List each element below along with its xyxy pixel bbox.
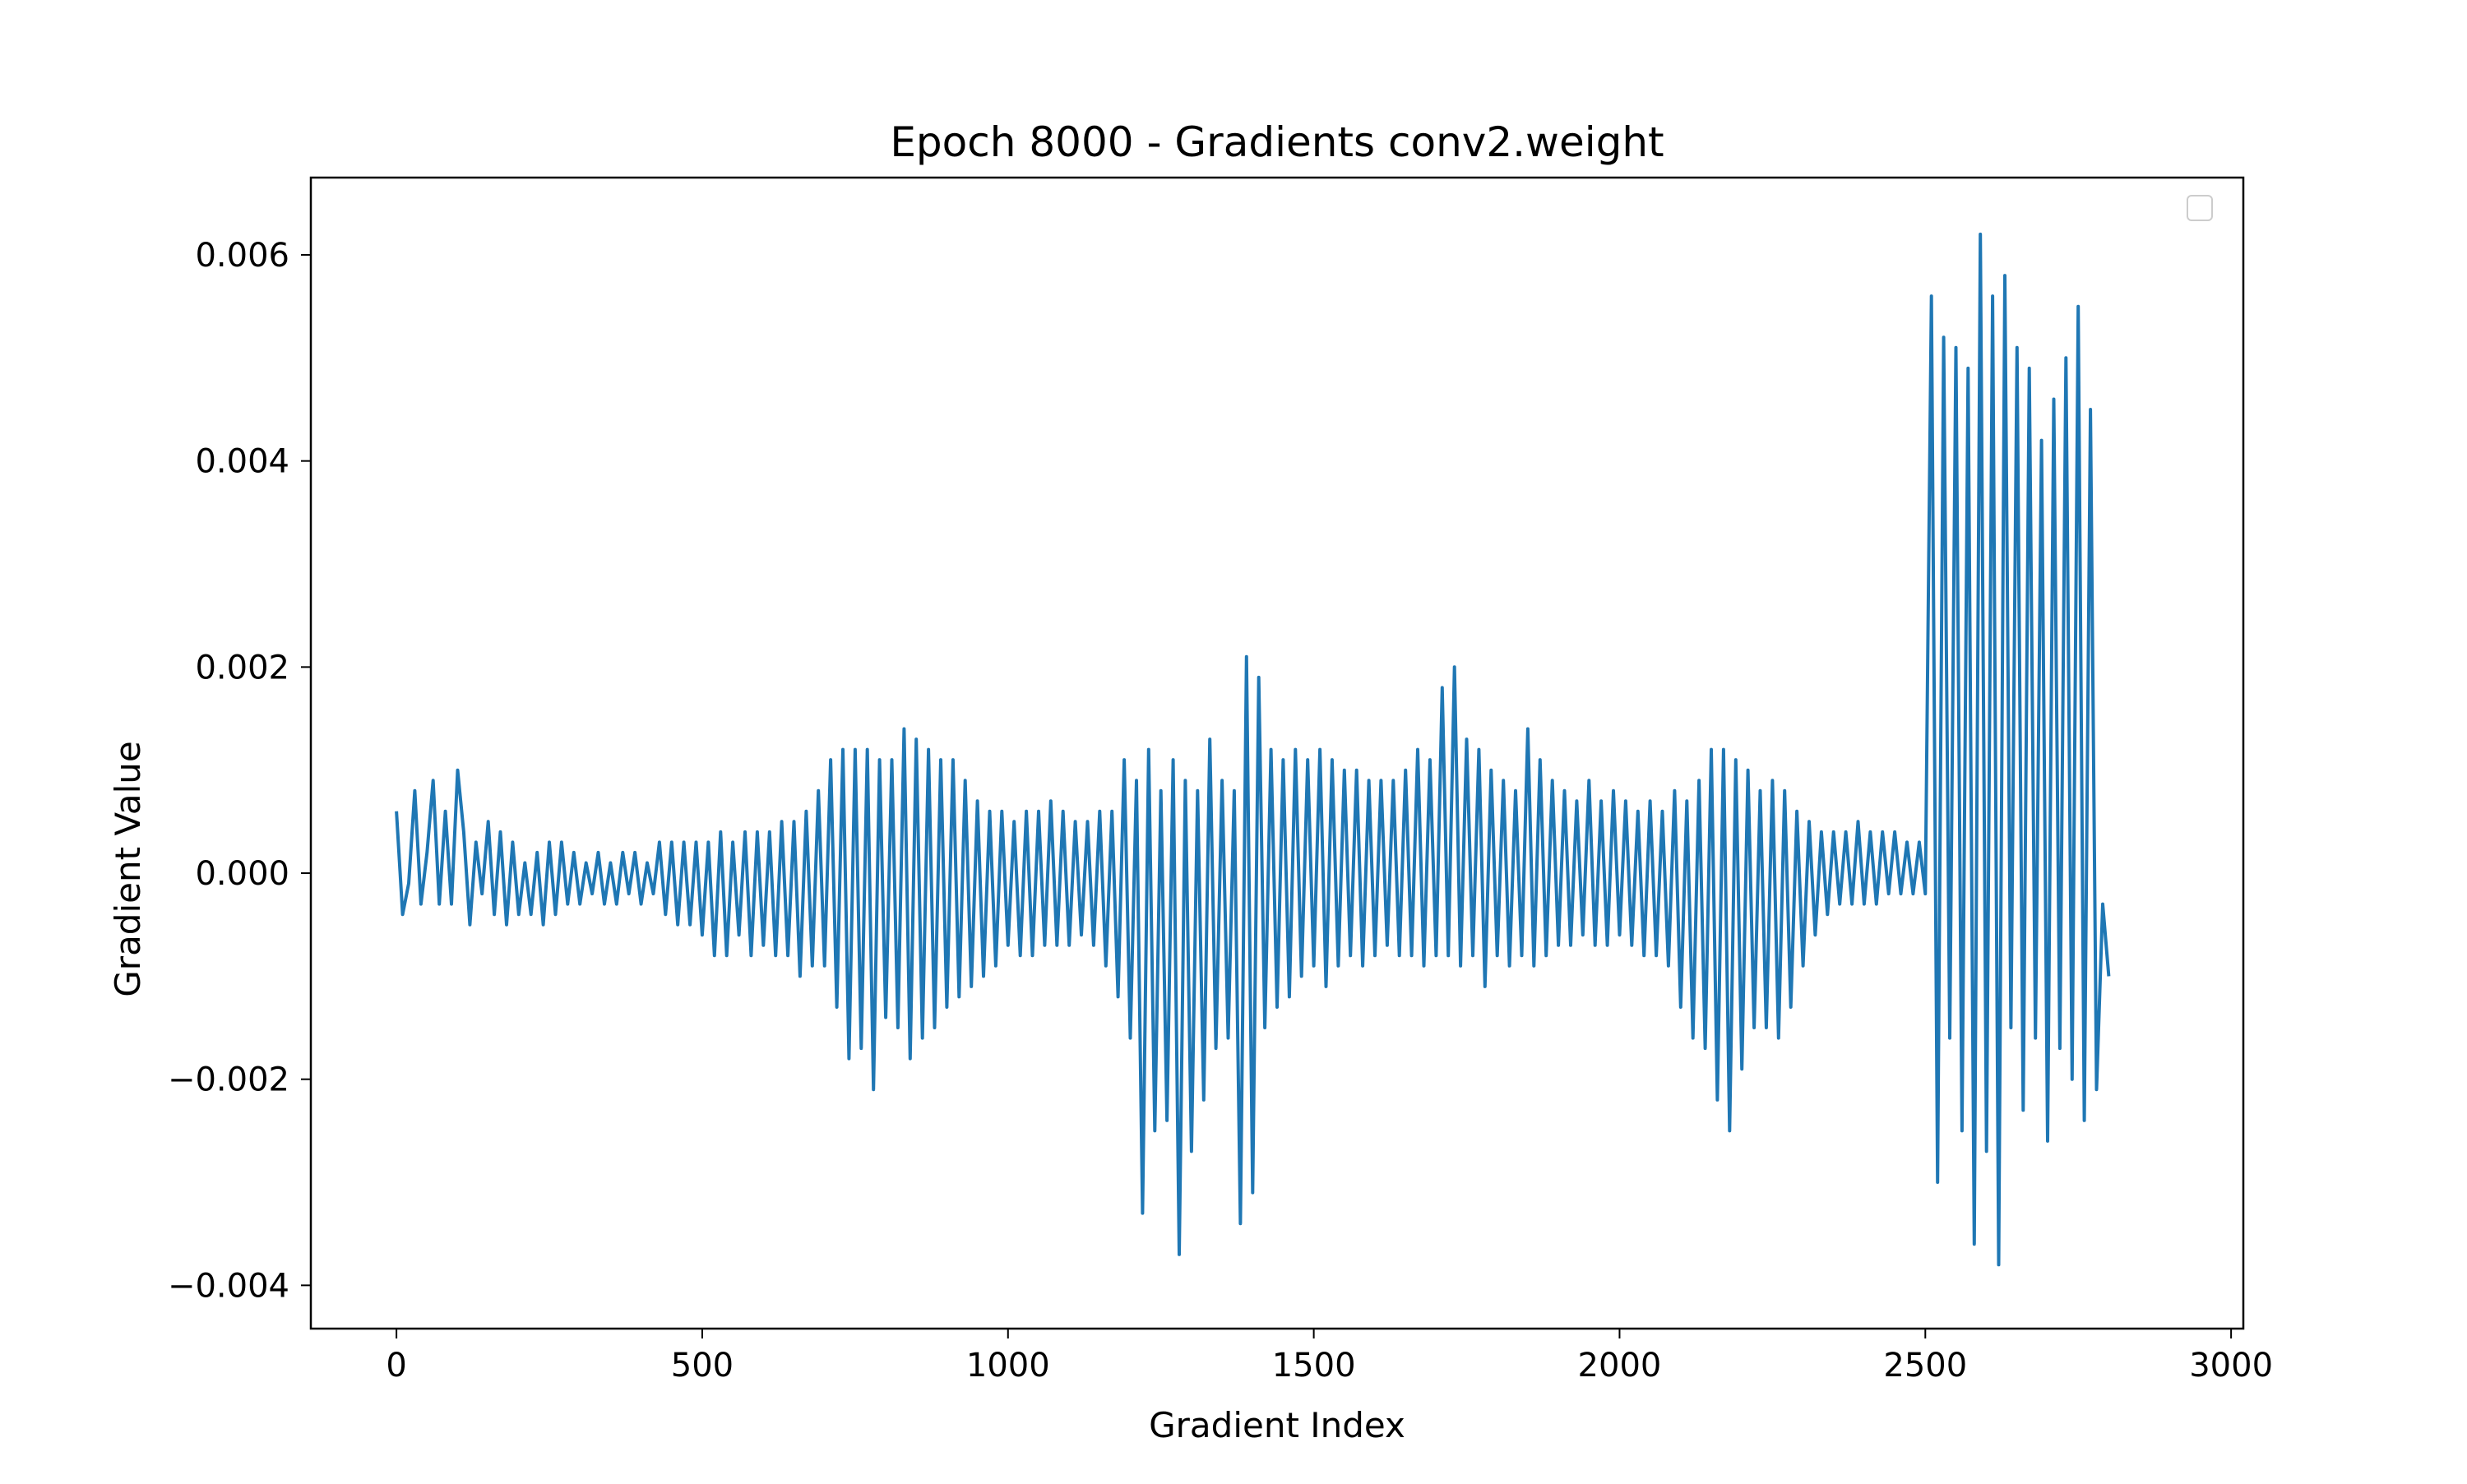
x-tick-label: 1500: [1272, 1347, 1356, 1385]
series-layer: [395, 232, 2111, 1267]
chart-title: Epoch 8000 - Gradients conv2.weight: [890, 118, 1664, 166]
x-tick-label: 3000: [2189, 1347, 2273, 1385]
y-tick-label: −0.004: [168, 1267, 289, 1305]
y-tick-label: 0.000: [195, 855, 289, 893]
x-tick-label: 0: [386, 1347, 406, 1385]
series-line-0: [395, 232, 2111, 1267]
x-tick-label: 2000: [1578, 1347, 1662, 1385]
y-tick-label: −0.002: [168, 1061, 289, 1099]
x-tick-label: 1000: [966, 1347, 1050, 1385]
x-tick-label: 2500: [1883, 1347, 1967, 1385]
x-axis-label: Gradient Index: [1149, 1405, 1405, 1445]
y-tick-label: 0.006: [195, 237, 289, 275]
x-tick-label: 500: [671, 1347, 734, 1385]
y-tick-label: 0.002: [195, 649, 289, 687]
axis-ticks: 0 500 1000 1500 2000 2500 3000 −0.004 −0.002 0.00…: [168, 237, 2273, 1385]
y-tick-label: 0.004: [195, 443, 289, 481]
plot-frame: [309, 176, 2245, 1330]
y-axis-label: Gradient Value: [108, 741, 148, 997]
legend-box: [2187, 195, 2213, 221]
